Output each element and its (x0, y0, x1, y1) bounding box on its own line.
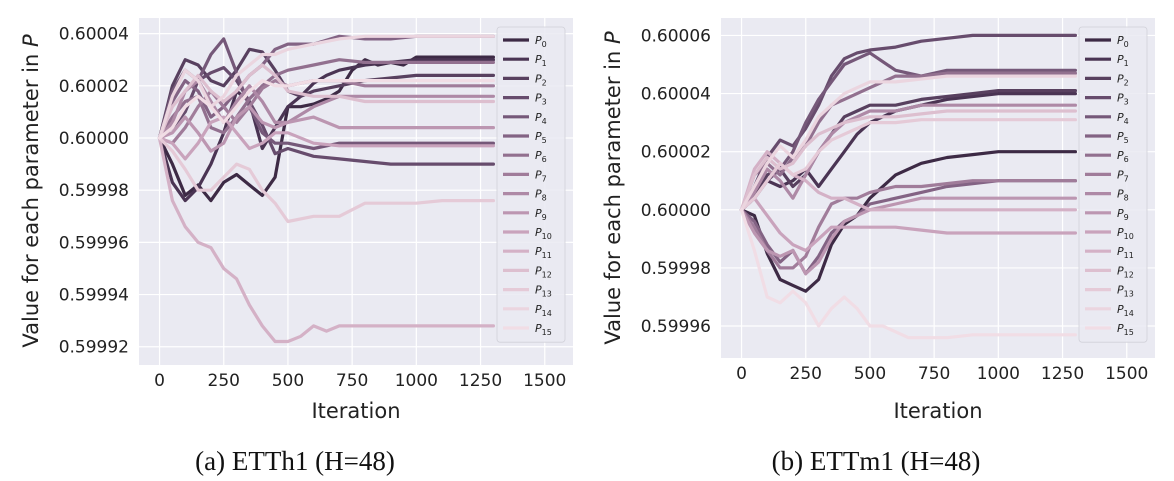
series-line-p15 (739, 208, 1078, 340)
legend-label: P8 (535, 188, 547, 203)
y-tick-label: 0.59996 (641, 317, 711, 337)
y-tick-label: 0.60002 (59, 77, 129, 97)
y-tick-labels: 0.59992 0.59994 0.59996 0.59998 0.60000 0.600… (59, 25, 129, 358)
x-tick-label: 1000 (977, 364, 1020, 384)
series-line-p13 (739, 118, 1078, 212)
series-line-p2 (157, 47, 495, 140)
y-tick-label: 0.59996 (59, 233, 129, 253)
x-axis-label: Iteration (311, 399, 400, 423)
series-lines (739, 33, 1078, 340)
series-line-p8 (739, 103, 1078, 212)
legend-label: P0 (535, 34, 547, 49)
x-tick-label: 0 (154, 371, 165, 391)
series-line-p7 (739, 179, 1078, 270)
legend-label: P6 (1117, 149, 1129, 164)
legend-label: P5 (535, 130, 547, 145)
series-line-p10 (157, 115, 495, 161)
legend-label: P7 (1117, 168, 1129, 183)
y-tick-label: 0.60006 (641, 26, 711, 46)
series-line-p1 (157, 58, 495, 203)
series-line-p6 (739, 71, 1078, 212)
x-tick-label: 250 (208, 371, 240, 391)
y-tick-labels: 0.59996 0.59998 0.60000 0.60002 0.60004 0.600… (641, 26, 711, 337)
legend-label: P9 (1117, 207, 1129, 222)
legend-label: P4 (535, 111, 547, 126)
caption: (a) ETTh1 (H=48) (195, 446, 395, 476)
series-line-p11 (157, 136, 495, 344)
chart-panel-ettm1: 0 250 500 750 1000 1250 1500 0.59996 0.59998 0.6… (601, 18, 1155, 476)
x-axis-label: Iteration (893, 399, 982, 423)
series-line-p14 (739, 74, 1078, 212)
y-tick-label: 0.59994 (59, 286, 129, 306)
y-tick-label: 0.60000 (59, 129, 129, 149)
legend-label: P9 (535, 207, 547, 222)
y-axis-label: Value for each parameter in P (601, 31, 625, 345)
x-tick-label: 500 (272, 371, 304, 391)
series-line-p12 (157, 63, 495, 140)
series-line-p3 (739, 33, 1078, 212)
x-tick-label: 1500 (523, 371, 566, 391)
x-tick-label: 1250 (459, 371, 502, 391)
legend-label: P1 (535, 53, 547, 68)
x-tick-label: 500 (854, 364, 886, 384)
legend-label: P7 (535, 168, 547, 183)
x-tick-label: 250 (790, 364, 822, 384)
caption: (b) ETTm1 (H=48) (772, 446, 981, 476)
y-tick-label: 0.59998 (59, 181, 129, 201)
y-tick-label: 0.59992 (59, 338, 129, 358)
x-tick-labels: 0 250 500 750 1000 1250 1500 (154, 371, 566, 391)
y-axis-label: Value for each parameter in P (19, 34, 43, 348)
legend-label: P2 (1117, 72, 1129, 87)
x-tick-label: 750 (336, 371, 368, 391)
legend-box (496, 26, 566, 343)
series-line-p9 (739, 196, 1078, 276)
y-tick-label: 0.60004 (641, 85, 711, 105)
legend-label: P5 (1117, 130, 1129, 145)
series-lines (157, 34, 495, 344)
y-tick-label: 0.60004 (59, 25, 129, 45)
x-tick-label: 0 (736, 364, 747, 384)
legend-label: P4 (1117, 111, 1129, 126)
series-line-p12 (739, 109, 1078, 212)
x-tick-label: 1500 (1105, 364, 1148, 384)
series-line-p13 (157, 136, 495, 224)
series-line-p1 (739, 91, 1078, 212)
legend-box (1078, 26, 1148, 343)
legend-label: P2 (535, 72, 547, 87)
legend-label: P0 (1117, 34, 1129, 49)
x-tick-label: 750 (918, 364, 950, 384)
legend-label: P8 (1117, 188, 1129, 203)
series-line-p9 (157, 105, 495, 153)
y-tick-label: 0.60002 (641, 143, 711, 163)
series-line-p14 (157, 34, 495, 140)
x-tick-labels: 0 250 500 750 1000 1250 1500 (736, 364, 1148, 384)
x-tick-label: 1250 (1041, 364, 1084, 384)
x-tick-label: 1000 (395, 371, 438, 391)
legend-label: P1 (1117, 53, 1129, 68)
legend-label: P3 (535, 92, 547, 107)
series-line-p15 (157, 78, 495, 140)
chart-panel-etth1: 0 250 500 750 1000 1250 1500 0.599920.599940.5… (19, 18, 573, 476)
y-tick-label: 0.59998 (641, 259, 711, 279)
legend-label: P6 (535, 149, 547, 164)
y-tick-label: 0.60000 (641, 201, 711, 221)
legend-label: P3 (1117, 92, 1129, 107)
series-line-p10 (739, 196, 1078, 253)
series-line-p7 (157, 78, 495, 145)
